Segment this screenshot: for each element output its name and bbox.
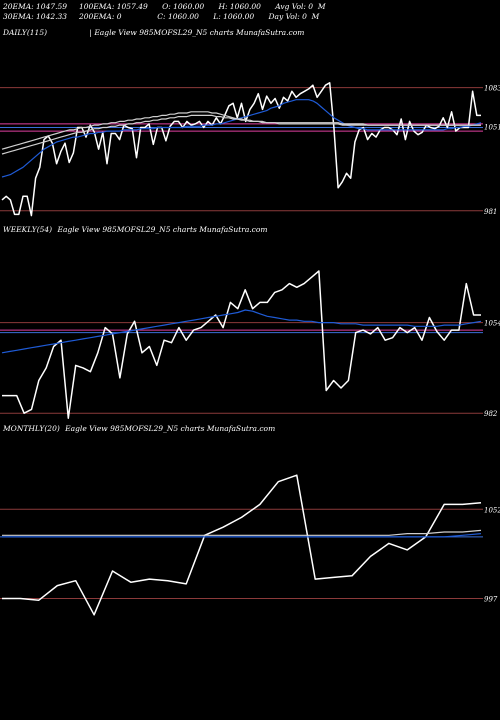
weekly-title: WEEKLY(54) — [3, 225, 53, 234]
header-line-2: 30EMA: 1042.33 200EMA: 0 C: 1060.00 L: 1… — [3, 12, 320, 21]
monthly-title: MONTHLY(20) — [3, 424, 60, 433]
weekly-y-tick-label: 1054 — [484, 320, 500, 328]
daily-panel-title: DAILY(115) | Eagle View 985MOFSL29_N5 ch… — [3, 28, 304, 37]
weekly-ema-line-1 — [1, 309, 482, 354]
monthly-subtitle: Eagle View 985MOFSL29_N5 charts MunafaSu… — [65, 424, 276, 433]
monthly-ema-line-1 — [2, 533, 482, 538]
daily-ema-line-3 — [1, 114, 481, 155]
weekly-panel-title: WEEKLY(54) Eagle View 985MOFSL29_N5 char… — [3, 225, 268, 234]
daily-price-line — [1, 82, 481, 217]
header-line-1: 20EMA: 1047.59 100EMA: 1057.49 O: 1060.0… — [3, 2, 326, 11]
monthly-ema-line-2 — [2, 529, 482, 536]
daily-y-tick-label: 1051 — [484, 123, 500, 131]
weekly-price-line — [2, 270, 481, 419]
daily-y-tick-label: 1083 — [484, 85, 500, 93]
daily-subtitle: | Eagle View 985MOFSL29_N5 charts Munafa… — [89, 28, 305, 37]
weekly-subtitle: Eagle View 985MOFSL29_N5 charts MunafaSu… — [57, 225, 268, 234]
monthly-panel-title: MONTHLY(20) Eagle View 985MOFSL29_N5 cha… — [3, 424, 275, 433]
weekly-y-tick-label: 982 — [484, 410, 498, 418]
monthly-y-tick-label: 1052 — [484, 506, 500, 514]
daily-y-tick-label: 981 — [484, 208, 497, 216]
daily-ema-line-1 — [1, 99, 482, 178]
monthly-y-tick-label: 997 — [484, 596, 498, 604]
monthly-price-line — [2, 474, 482, 616]
daily-title: DAILY(115) — [3, 28, 48, 37]
